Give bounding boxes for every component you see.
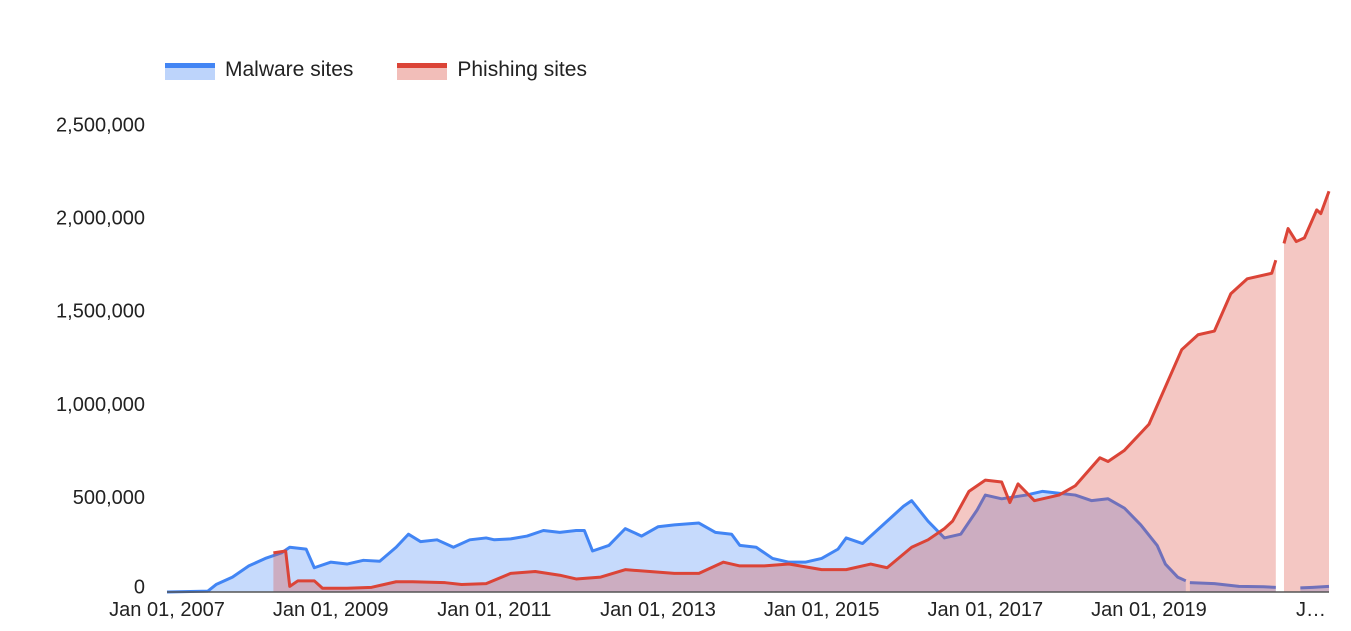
x-tick-label: Jan 01, 2009 [273, 599, 389, 621]
x-tick-label: Jan 01, 2019 [1091, 599, 1207, 621]
phishing-line [1282, 190, 1331, 244]
x-tick-label: Jan 01, 2011 [437, 599, 551, 621]
y-axis-ticks: 0 500,000 1,000,000 1,500,000 2,000,000 2,500… [56, 114, 145, 598]
y-tick-label: 0 [134, 576, 145, 598]
legend-item-malware[interactable]: Malware sites [165, 58, 353, 82]
malware-area-swatch [165, 68, 215, 80]
y-tick-label: 1,500,000 [56, 301, 145, 323]
malware-area [167, 491, 1186, 592]
malware-line [1189, 581, 1276, 589]
malware-line [166, 489, 1187, 594]
legend-swatch-phishing [397, 60, 448, 80]
phishing-area-swatch [397, 68, 448, 80]
malware-line [1300, 584, 1330, 590]
phishing-line-swatch [397, 63, 448, 68]
y-tick-label: 1,000,000 [56, 394, 145, 416]
legend-item-phishing[interactable]: Phishing sites [397, 58, 587, 82]
y-tick-label: 500,000 [73, 487, 145, 509]
legend: Malware sites Phishing sites [165, 58, 587, 82]
x-tick-label: Jan 01, 2007 [109, 599, 225, 621]
y-tick-label: 2,500,000 [56, 114, 145, 136]
legend-label-malware: Malware sites [225, 58, 354, 81]
x-tick-label: Jan 01, 2015 [764, 599, 880, 621]
y-tick-label: 2,000,000 [56, 207, 145, 229]
malware-line-swatch [165, 63, 215, 68]
x-tick-label: Jan 01, 2013 [600, 599, 716, 621]
malware-area [1189, 582, 1276, 592]
x-tick-label: J… [1296, 599, 1326, 621]
x-axis-ticks: Jan 01, 2007 Jan 01, 2009 Jan 01, 2011 Jan … [109, 599, 1326, 621]
legend-swatch-malware [165, 60, 215, 80]
phishing-area [1283, 191, 1329, 593]
x-tick-label: Jan 01, 2017 [927, 599, 1043, 621]
phishing-area [273, 260, 1276, 592]
phishing-line [273, 259, 1278, 590]
legend-label-phishing: Phishing sites [457, 58, 587, 81]
series-layer [166, 190, 1331, 594]
